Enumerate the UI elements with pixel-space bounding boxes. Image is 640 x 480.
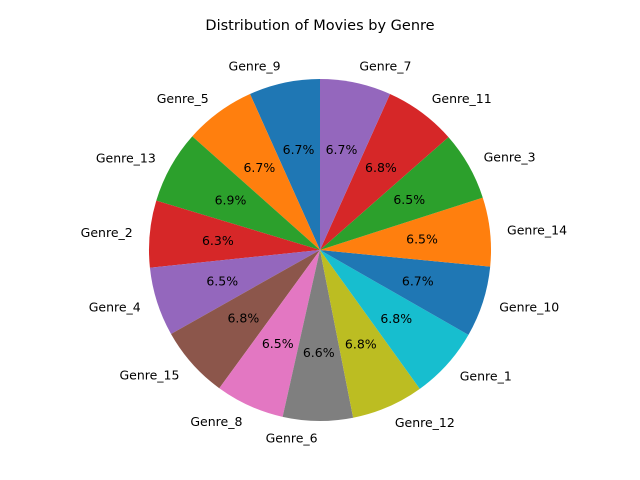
pie-percent-label: 6.7% — [243, 160, 275, 175]
pie-percent-label: 6.5% — [393, 192, 425, 207]
pie-percent-label: 6.8% — [227, 311, 259, 326]
pie-category-labels: Genre_9 Genre_5 Genre_13 Genre_2 Genre_4 Genr… — [81, 59, 567, 446]
pie-category-label: Genre_4 — [89, 300, 141, 315]
pie-category-label: Genre_9 — [229, 59, 281, 74]
pie-slice-genre-8 — [219, 250, 320, 417]
pie-category-label: Genre_14 — [507, 222, 567, 237]
pie-percent-label: 6.8% — [380, 311, 412, 326]
pie-slice-genre-4 — [149, 250, 320, 334]
pie-slice-genre-10 — [320, 250, 491, 335]
pie-category-label: Genre_13 — [96, 151, 156, 166]
pie-category-label: Genre_5 — [157, 91, 209, 106]
pie-percent-label: 6.7% — [283, 142, 315, 157]
pie-category-label: Genre_8 — [190, 414, 242, 429]
pie-slice-genre-6 — [282, 250, 354, 422]
pie-category-label: Genre_3 — [484, 150, 536, 165]
pie-slice-genre-15 — [171, 250, 320, 389]
pie-slice-genre-12 — [320, 250, 420, 418]
pie-percent-label: 6.5% — [206, 274, 238, 289]
pie-percent-label: 6.8% — [365, 160, 397, 175]
pie-slices — [148, 79, 492, 422]
pie-category-label: Genre_15 — [119, 368, 179, 383]
pie-slice-genre-13 — [156, 136, 320, 250]
pie-slice-genre-7 — [320, 79, 391, 250]
pie-percent-labels: 6.7%6.7%6.9%6.3%6.5%6.8%6.5%6.6%6.8%6.8%… — [202, 142, 438, 360]
pie-percent-label: 6.7% — [326, 142, 358, 157]
pie-slice-genre-1 — [320, 250, 469, 389]
pie-percent-label: 6.5% — [406, 232, 438, 247]
pie-slice-genre-2 — [148, 200, 320, 268]
chart-title: Distribution of Movies by Genre — [205, 18, 434, 34]
pie-category-label: Genre_6 — [266, 431, 318, 446]
pie-category-label: Genre_7 — [359, 59, 411, 74]
pie-category-label: Genre_10 — [499, 300, 559, 315]
pie-category-label: Genre_1 — [460, 368, 512, 383]
pie-percent-label: 6.3% — [202, 233, 234, 248]
pie-percent-label: 6.9% — [215, 192, 247, 207]
pie-slice-genre-5 — [192, 93, 320, 251]
pie-slice-genre-9 — [249, 79, 320, 250]
pie-percent-label: 6.6% — [303, 345, 335, 360]
pie-category-label: Genre_11 — [432, 91, 492, 106]
pie-category-label: Genre_12 — [395, 415, 455, 430]
pie-percent-label: 6.7% — [402, 274, 434, 289]
pie-slice-genre-3 — [320, 137, 483, 250]
pie-percent-label: 6.8% — [345, 337, 377, 352]
pie-slice-genre-11 — [320, 93, 449, 251]
pie-percent-label: 6.5% — [262, 336, 294, 351]
pie-category-label: Genre_2 — [81, 225, 133, 240]
pie-slice-genre-14 — [320, 197, 492, 267]
